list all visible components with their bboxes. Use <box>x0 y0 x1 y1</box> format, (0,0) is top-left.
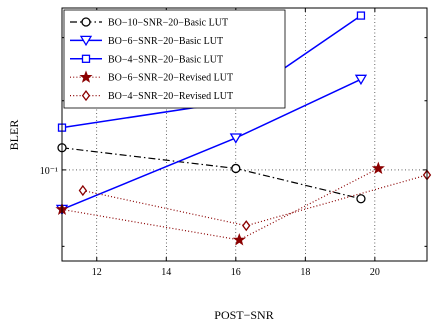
data-point <box>229 133 242 144</box>
axis-ticks: 12 14 16 18 20 10⁻¹ <box>40 8 427 278</box>
y-tick-label: 10⁻¹ <box>40 166 58 177</box>
series-line <box>61 167 379 241</box>
x-tick-label: 18 <box>300 267 310 278</box>
data-point <box>232 233 246 246</box>
data-point <box>356 194 366 204</box>
plot-area-frame <box>61 7 428 262</box>
x-tick-label: 16 <box>231 267 241 278</box>
series-line <box>82 174 428 227</box>
legend: BO−10−SNR−20−Basic LUT BO−6−SNR−20−Basic … <box>63 9 286 109</box>
y-axis-label: BLER <box>7 120 21 151</box>
data-point <box>242 220 251 232</box>
data-point <box>356 11 366 20</box>
legend-label: BO−10−SNR−20−Basic LUT <box>108 18 228 29</box>
data-series <box>55 11 432 246</box>
legend-label: BO−4−SNR−20−Basic LUT <box>108 54 223 65</box>
legend-marker <box>81 54 91 63</box>
series-4 <box>78 169 432 232</box>
legend-entry: BO−4−SNR−20−Basic LUT <box>70 54 223 65</box>
data-point <box>371 161 385 175</box>
legend-marker <box>79 70 93 83</box>
x-tick-label: 14 <box>161 267 171 278</box>
legend-entry: BO−6−SNR−20−Basic LUT <box>70 35 223 47</box>
data-point <box>78 184 88 197</box>
legend-entry: BO−4−SNR−20−Revised LUT <box>70 90 233 102</box>
x-axis-label: POST−SNR <box>214 308 273 322</box>
data-point <box>354 74 368 86</box>
legend-marker <box>81 90 91 102</box>
x-tick-label: 20 <box>370 267 380 278</box>
legend-label: BO−4−SNR−20−Revised LUT <box>108 91 233 102</box>
x-tick-label: 12 <box>92 267 102 278</box>
legend-label: BO−6−SNR−20−Revised LUT <box>108 73 233 84</box>
series-3 <box>55 161 385 246</box>
legend-marker <box>79 35 93 47</box>
series-0 <box>57 143 366 204</box>
data-point <box>231 163 241 174</box>
legend-entry: BO−10−SNR−20−Basic LUT <box>70 17 228 29</box>
legend-marker <box>81 17 91 27</box>
legend-label: BO−6−SNR−20−Basic LUT <box>108 36 223 47</box>
legend-entry: BO−6−SNR−20−Revised LUT <box>70 70 233 84</box>
